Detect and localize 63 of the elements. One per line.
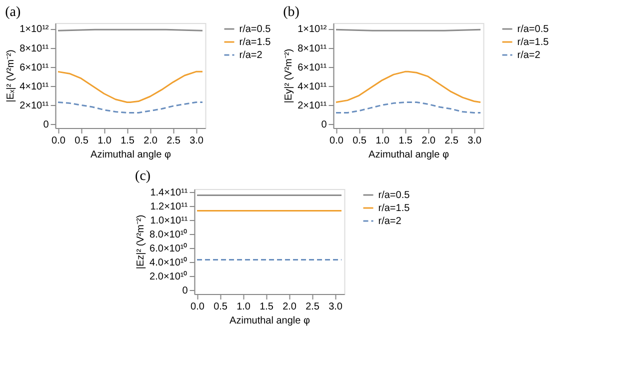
legend-label: r/a=2	[378, 216, 402, 227]
x-tick-label: 2.0	[422, 136, 436, 146]
y-tick-label: 1.2×10¹¹	[150, 201, 188, 212]
y-tick-label: 1×10¹²	[20, 24, 50, 36]
y-tick-label: 8.0×10¹⁰	[150, 228, 188, 240]
legend-label: r/a=0.5	[239, 24, 272, 35]
y-axis-title: |Ez|² (V²m⁻²)	[136, 214, 147, 270]
legend-label: r/a=1.5	[378, 203, 410, 214]
y-tick-label: 2×10¹¹	[298, 100, 328, 112]
y-tick-label: 1.0×10¹¹	[150, 215, 188, 226]
line-series	[335, 101, 482, 114]
y-tick-label: 4×10¹¹	[298, 82, 328, 92]
line-series	[57, 101, 204, 114]
y-tick-label: 1.4×10¹¹	[150, 187, 188, 198]
legend-label: r/a=2	[517, 50, 541, 61]
y-tick-label: 0	[321, 120, 328, 131]
legend-label: r/a=1.5	[239, 37, 272, 48]
legend-label: r/a=1.5	[517, 37, 550, 48]
x-tick-label: 3.0	[190, 136, 204, 146]
x-tick-label: 1.5	[398, 136, 413, 146]
y-tick-label: 6×10¹¹	[20, 62, 50, 74]
y-axis-title: |Ey|² (V²m⁻²)	[284, 48, 295, 104]
y-tick-label: 6.0×10¹⁰	[150, 242, 188, 254]
y-tick-label: 8×10¹¹	[298, 43, 328, 54]
y-tick-label: 0	[182, 285, 188, 296]
x-tick-label: 0.0	[190, 302, 205, 312]
x-tick-label: 2.0	[282, 302, 297, 312]
y-tick-label: 8×10¹¹	[20, 43, 50, 54]
x-tick-label: 0.0	[52, 136, 66, 146]
x-tick-label: 3.0	[328, 302, 343, 312]
y-tick-label: 1×10¹²	[298, 24, 328, 36]
x-axis-title: Azimuthal angle φ	[90, 150, 172, 160]
y-tick-label: 2.0×10¹⁰	[150, 270, 188, 282]
x-tick-label: 1.0	[236, 302, 251, 312]
y-tick-label: 2×10¹¹	[20, 100, 50, 112]
x-axis-title: Azimuthal angle φ	[230, 316, 310, 326]
chart-title: (c)	[135, 168, 151, 184]
y-tick-label: 4×10¹¹	[20, 82, 50, 92]
x-tick-label: 0.5	[74, 136, 89, 146]
x-tick-label: 1.0	[376, 136, 390, 146]
y-tick-label: 4.0×10¹⁰	[150, 256, 188, 268]
y-axis-title: |Eₓ|² (V²m⁻²)	[6, 50, 17, 102]
y-tick-label: 6×10¹¹	[298, 62, 328, 74]
chart-title: (a)	[5, 5, 21, 20]
x-tick-label: 0.5	[352, 136, 367, 146]
legend-label: r/a=0.5	[517, 24, 550, 35]
x-tick-label: 1.5	[260, 302, 274, 312]
x-tick-label: 2.0	[144, 136, 158, 146]
x-tick-label: 1.5	[120, 136, 135, 146]
chart-title: (b)	[283, 5, 300, 20]
legend-label: r/a=0.5	[378, 190, 410, 201]
x-axis-title: Azimuthal angle φ	[368, 150, 450, 160]
x-tick-label: 2.5	[444, 136, 459, 146]
line-series	[335, 70, 482, 103]
legend-label: r/a=2	[239, 50, 263, 61]
x-tick-label: 2.5	[306, 302, 320, 312]
x-tick-label: 0.5	[214, 302, 228, 312]
x-tick-label: 2.5	[166, 136, 181, 146]
x-tick-label: 1.0	[98, 136, 112, 146]
y-tick-label: 0	[43, 120, 50, 131]
x-tick-label: 0.0	[330, 136, 344, 146]
line-series	[57, 70, 204, 103]
x-tick-label: 3.0	[468, 136, 482, 146]
